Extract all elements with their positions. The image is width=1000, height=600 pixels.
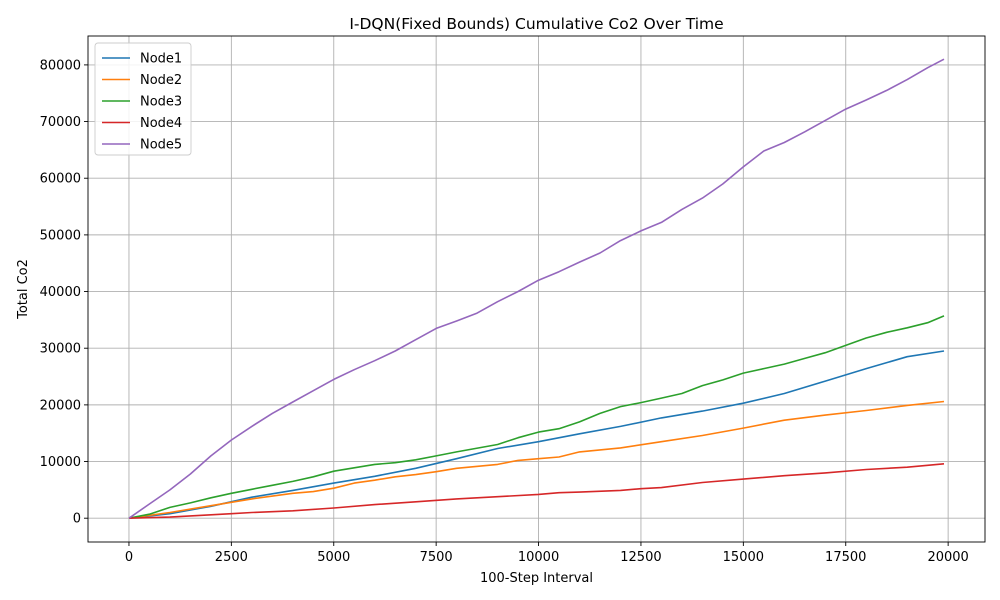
legend-label-node2: Node2 xyxy=(140,73,182,88)
legend-label-node5: Node5 xyxy=(140,138,182,153)
y-tick-label: 50000 xyxy=(40,228,81,243)
x-tick-label: 5000 xyxy=(317,550,350,565)
series-line-node4 xyxy=(128,463,945,519)
series-lines xyxy=(128,58,945,519)
x-tick-label: 7500 xyxy=(420,550,453,565)
legend-label-node1: Node1 xyxy=(140,52,182,67)
legend: Node1 Node2 Node3 Node4 Node5 xyxy=(94,42,192,156)
y-tick-label: 30000 xyxy=(40,342,81,357)
legend-label-node4: Node4 xyxy=(140,116,182,131)
x-tick-label: 0 xyxy=(125,550,133,565)
y-tick-label: 60000 xyxy=(40,172,81,187)
series-line-node1 xyxy=(128,350,945,519)
y-tick-label: 0 xyxy=(73,512,81,527)
legend-box xyxy=(94,42,192,156)
x-tick-label: 20000 xyxy=(927,550,968,565)
y-tick-label: 70000 xyxy=(40,115,81,130)
y-tick-label: 80000 xyxy=(40,58,81,73)
y-tick-label: 20000 xyxy=(40,398,81,413)
series-line-node2 xyxy=(128,400,945,519)
y-tick-label: 10000 xyxy=(40,455,81,470)
chart-title: I-DQN(Fixed Bounds) Cumulative Co2 Over … xyxy=(349,15,723,33)
x-tick-label: 17500 xyxy=(825,550,866,565)
series-line-node5 xyxy=(128,58,945,519)
x-axis-ticks: 0 2500 5000 7500 10000 12500 15000 17500 20000 xyxy=(125,542,969,565)
plot-area xyxy=(88,36,985,542)
x-tick-label: 12500 xyxy=(620,550,661,565)
x-tick-label: 2500 xyxy=(215,550,248,565)
y-tick-label: 40000 xyxy=(40,285,81,300)
x-tick-label: 10000 xyxy=(518,550,559,565)
y-axis-ticks: 0 10000 20000 30000 40000 50000 60000 70000 8000… xyxy=(40,58,88,527)
plot-frame xyxy=(87,35,986,543)
series-line-node3 xyxy=(128,315,945,519)
x-tick-label: 15000 xyxy=(723,550,764,565)
y-axis-label: Total Co2 xyxy=(16,259,31,320)
x-axis-label: 100-Step Interval xyxy=(480,571,593,586)
legend-label-node3: Node3 xyxy=(140,95,182,110)
